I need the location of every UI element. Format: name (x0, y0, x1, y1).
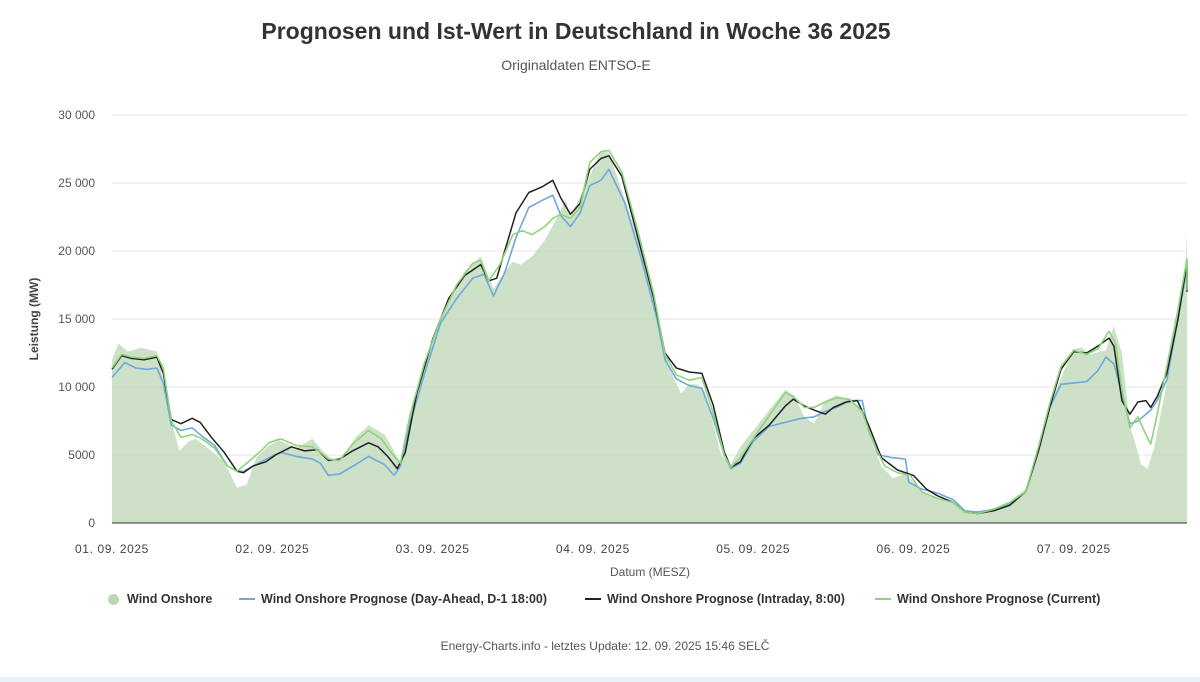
legend-label: Wind Onshore Prognose (Intraday, 8:00) (607, 592, 845, 606)
y-axis-label: Leistung (MW) (27, 278, 41, 361)
legend-item-day-ahead[interactable]: Wind Onshore Prognose (Day-Ahead, D-1 18… (239, 592, 547, 606)
x-tick-label: 05. 09. 2025 (716, 542, 790, 556)
bottom-bar (0, 677, 1200, 682)
series-line-3[interactable] (111, 149, 1188, 515)
legend: Wind Onshore Wind Onshore Prognose (Day-… (0, 592, 1200, 612)
legend-label: Wind Onshore Prognose (Day-Ahead, D-1 18… (261, 592, 548, 606)
x-tick-label: 02. 09. 2025 (235, 542, 309, 556)
x-axis-label: Datum (MESZ) (610, 565, 690, 579)
y-tick-label: 5000 (68, 448, 95, 462)
legend-label: Wind Onshore Prognose (Current) (897, 592, 1101, 606)
y-tick-label: 25 000 (58, 176, 95, 190)
legend-marker-line (239, 598, 255, 600)
legend-marker-line (585, 598, 601, 600)
y-tick-label: 10 000 (58, 380, 95, 394)
y-tick-label: 15 000 (58, 312, 95, 326)
y-tick-label: 0 (88, 516, 95, 530)
legend-item-intraday[interactable]: Wind Onshore Prognose (Intraday, 8:00) (585, 592, 845, 606)
chart-title: Prognosen und Ist-Wert in Deutschland in… (261, 18, 891, 44)
y-tick-label: 30 000 (58, 108, 95, 122)
chart-area[interactable]: 0 5000 10 000 15 000 20 000 25 000 30 000 01. … (0, 0, 1200, 590)
y-axis-ticks: 0 5000 10 000 15 000 20 000 25 000 30 000 (58, 108, 95, 530)
x-tick-label: 04. 09. 2025 (556, 542, 630, 556)
legend-marker-line (875, 598, 891, 600)
x-tick-label: 06. 09. 2025 (877, 542, 951, 556)
series-layer[interactable] (111, 149, 1188, 523)
x-axis-ticks: 01. 09. 2025 02. 09. 2025 03. 09. 2025 04. … (75, 542, 1111, 556)
legend-item-current[interactable]: Wind Onshore Prognose (Current) (875, 592, 1100, 606)
chart-subtitle: Originaldaten ENTSO-E (501, 57, 651, 73)
x-tick-label: 01. 09. 2025 (75, 542, 149, 556)
legend-item-wind-onshore[interactable]: Wind Onshore (108, 592, 212, 606)
x-tick-label: 07. 09. 2025 (1037, 542, 1111, 556)
legend-label: Wind Onshore (127, 592, 213, 606)
credits[interactable]: Energy-Charts.info - letztes Update: 12.… (440, 639, 770, 653)
series-area-wind-onshore[interactable] (112, 150, 1187, 523)
legend-marker-area (108, 593, 119, 605)
x-tick-label: 03. 09. 2025 (396, 542, 470, 556)
y-tick-label: 20 000 (58, 244, 95, 258)
